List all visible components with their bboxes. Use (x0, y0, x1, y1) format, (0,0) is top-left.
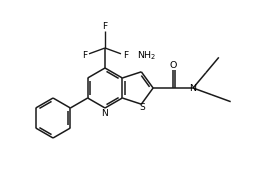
Text: F: F (123, 51, 128, 60)
Text: N: N (190, 84, 197, 93)
Text: O: O (169, 60, 177, 69)
Text: N: N (102, 109, 108, 118)
Text: F: F (103, 21, 107, 30)
Text: NH$_2$: NH$_2$ (137, 49, 156, 62)
Text: S: S (140, 103, 146, 112)
Text: F: F (82, 51, 87, 60)
